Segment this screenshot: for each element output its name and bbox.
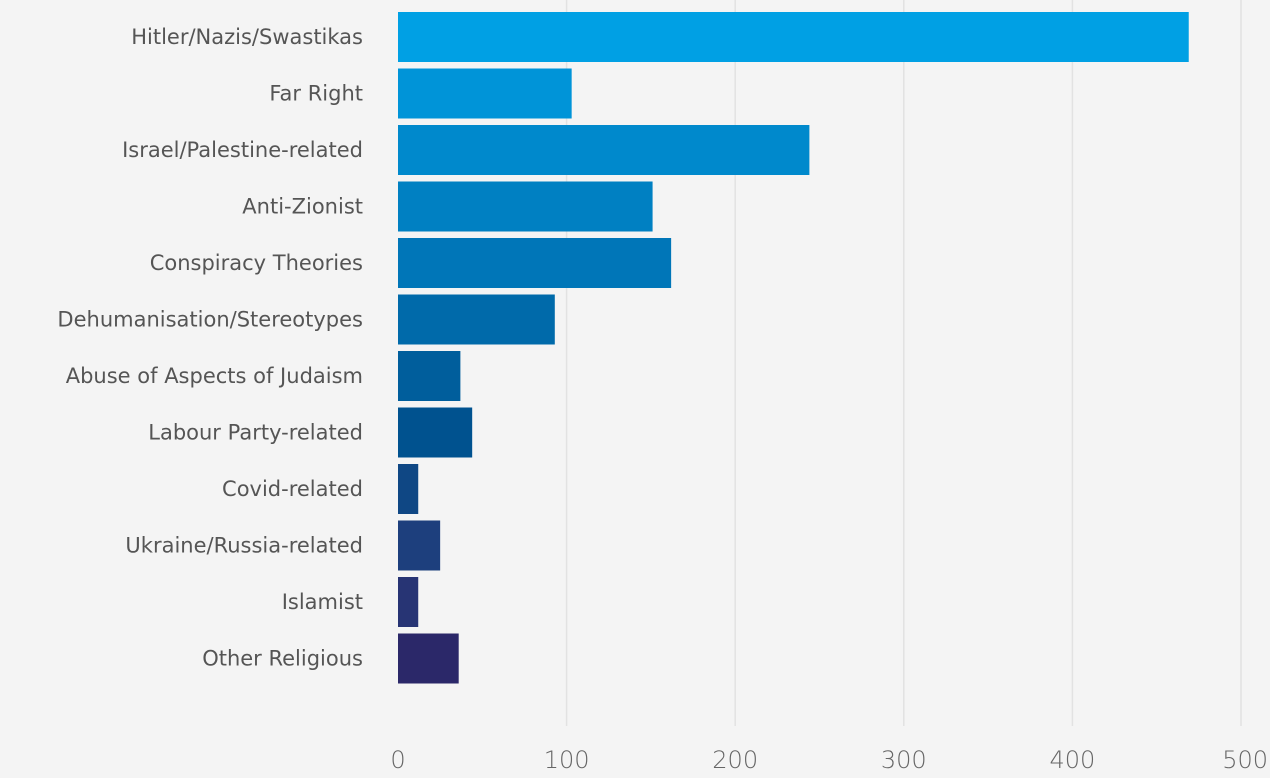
bar-0[interactable]	[398, 12, 1189, 62]
category-label-10: Islamist	[282, 590, 363, 614]
category-label-2: Israel/Palestine-related	[122, 138, 363, 162]
bar-6[interactable]	[398, 351, 461, 401]
bar-5[interactable]	[398, 294, 555, 345]
category-label-1: Far Right	[269, 82, 363, 106]
bar-11[interactable]	[398, 633, 459, 684]
category-label-6: Abuse of Aspects of Judaism	[66, 364, 363, 388]
category-label-11: Other Religious	[202, 647, 363, 671]
category-label-3: Anti-Zionist	[242, 195, 363, 219]
category-label-7: Labour Party-related	[148, 421, 363, 445]
category-label-0: Hitler/Nazis/Swastikas	[131, 25, 363, 49]
grid-lines	[565, 0, 1242, 726]
category-label-4: Conspiracy Theories	[150, 251, 363, 275]
category-label-8: Covid-related	[222, 477, 363, 501]
bar-7[interactable]	[398, 407, 473, 458]
bar-4[interactable]	[398, 238, 672, 288]
bar-2[interactable]	[398, 125, 810, 175]
category-label-5: Dehumanisation/Stereotypes	[57, 308, 363, 332]
x-tick-label-500: 500	[1222, 746, 1268, 774]
bar-9[interactable]	[398, 520, 441, 571]
bar-8[interactable]	[398, 464, 419, 514]
category-label-9: Ukraine/Russia-related	[125, 534, 363, 558]
bar-3[interactable]	[398, 181, 653, 232]
x-tick-label-200: 200	[712, 746, 758, 774]
x-tick-label-400: 400	[1049, 746, 1095, 774]
category-labels: Hitler/Nazis/Swastikas Far Right Israel/Pa…	[57, 25, 363, 671]
x-tick-label-0: 0	[390, 746, 405, 774]
x-axis-tick-labels: 0 100 200 300 400 500	[390, 746, 1268, 774]
x-tick-label-300: 300	[881, 746, 927, 774]
x-tick-label-100: 100	[544, 746, 590, 774]
bars	[398, 12, 1189, 684]
bar-1[interactable]	[398, 68, 572, 119]
bar-10[interactable]	[398, 577, 419, 627]
